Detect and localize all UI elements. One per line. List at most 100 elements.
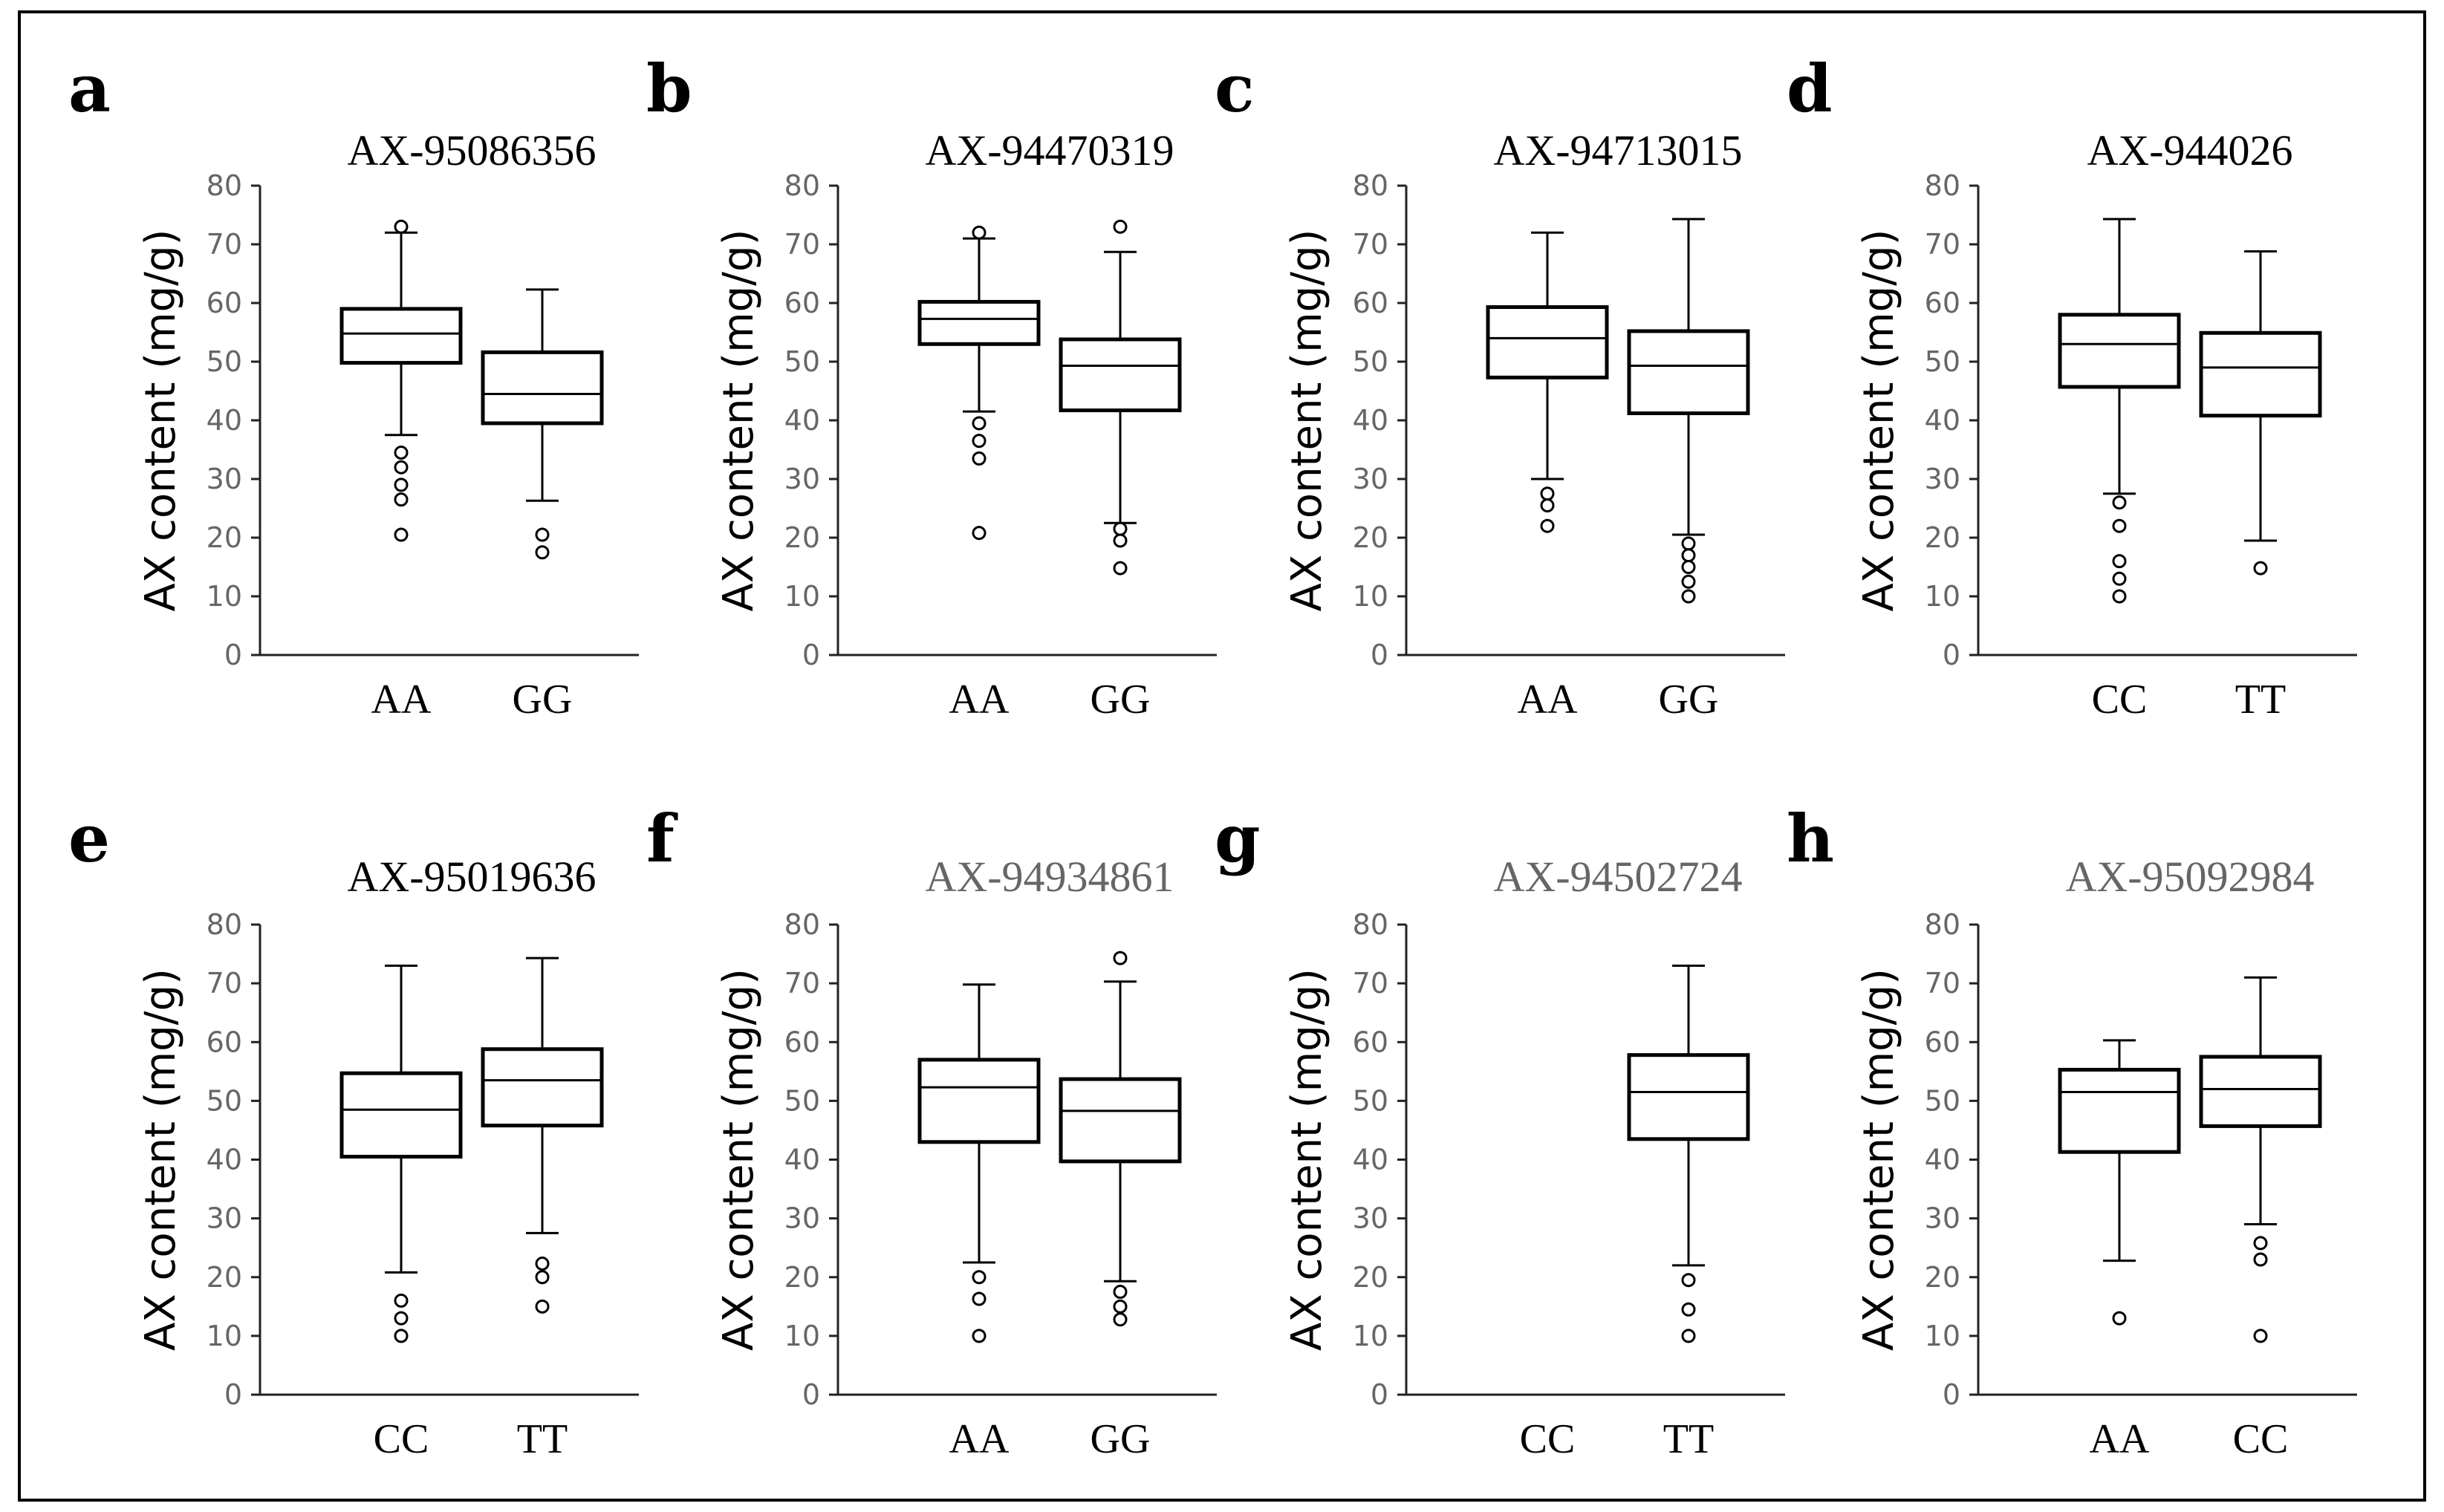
y-tick-label: 20 (784, 521, 820, 554)
y-tick-label: 40 (1353, 404, 1388, 437)
y-tick-label: 80 (1925, 169, 1960, 202)
chart-title: AX-95019636 (347, 853, 596, 901)
y-tick-label: 10 (1353, 580, 1388, 613)
x-tick-label: AA (1518, 677, 1578, 723)
box-iqr (339, 307, 463, 365)
panel-letter: a (68, 50, 111, 127)
outlier-point (2112, 554, 2127, 569)
chart-title: AX-94470319 (925, 126, 1174, 175)
x-tick-label: GG (1659, 677, 1719, 723)
y-tick-label: 30 (784, 1202, 820, 1235)
outlier-point (2253, 1236, 2268, 1251)
y-tick-label: 20 (207, 521, 242, 554)
y-tick-label: 50 (1353, 345, 1388, 378)
box-iqr (2199, 1055, 2322, 1128)
y-tick-label: 20 (1353, 1261, 1388, 1294)
box-iqr (2058, 1067, 2181, 1154)
y-tick-label: 0 (1371, 1378, 1388, 1411)
y-tick-label: 30 (1353, 463, 1388, 495)
y-tick-label: 80 (1353, 908, 1388, 941)
y-tick-label: 20 (1925, 1261, 1960, 1294)
y-tick-label: 40 (784, 404, 820, 437)
chart-title: AX-95092984 (2065, 853, 2314, 901)
y-tick-label: 50 (784, 1084, 820, 1117)
x-tick-label: TT (1663, 1416, 1714, 1462)
y-tick-label: 70 (207, 228, 242, 261)
x-tick-label: AA (949, 677, 1010, 723)
y-axis-label: AX content (mg/g) (1283, 229, 1331, 612)
y-tick-label: 60 (1353, 1026, 1388, 1058)
y-tick-label: 0 (1371, 639, 1388, 671)
chart-panel-c: c AX-94713015 AX content (mg/g) 0 10 20 30 40 50… (1215, 50, 1785, 723)
box-iqr (917, 1058, 1041, 1144)
x-tick-label: GG (1091, 1416, 1151, 1462)
outlier-point (2253, 1252, 2268, 1267)
outlier-point (394, 1293, 409, 1308)
outlier-point (972, 225, 987, 240)
y-tick-label: 40 (784, 1144, 820, 1176)
chart-panel-b: b AX-94470319 AX content (mg/g) 0 10 20 30 40 50… (646, 50, 1217, 723)
box-iqr (2058, 313, 2181, 389)
y-tick-label: 70 (1925, 228, 1960, 261)
outlier-point (1113, 1299, 1128, 1314)
y-tick-label: 70 (1353, 967, 1388, 1000)
outlier-point (1113, 1312, 1128, 1327)
chart-title: AX-95086356 (347, 126, 596, 175)
outlier-point (394, 445, 409, 460)
box-iqr (481, 1047, 604, 1128)
chart-panel-a: a AX-95086356 AX content (mg/g) 0 10 20 30 40 50… (68, 50, 639, 723)
x-tick-label: TT (2235, 677, 2286, 723)
x-tick-label: CC (2233, 1416, 2289, 1462)
chart-panel-g: g AX-94502724 AX content (mg/g) 0 10 20 30 40 50… (1215, 800, 1785, 1462)
outlier-point (1540, 518, 1555, 533)
chart-title: AX-94713015 (1493, 126, 1742, 175)
outlier-point (1113, 521, 1128, 536)
y-tick-label: 10 (207, 580, 242, 613)
chart-title: AX-94934861 (925, 853, 1174, 901)
x-tick-label: GG (1091, 677, 1151, 723)
outlier-point (535, 1299, 550, 1314)
y-tick-label: 50 (207, 1084, 242, 1117)
panel-letter: f (646, 800, 678, 877)
outlier-point (1113, 951, 1128, 965)
outlier-point (1681, 548, 1696, 563)
y-tick-label: 80 (1353, 169, 1388, 202)
outlier-point (1540, 486, 1555, 501)
panel-letter: e (68, 800, 110, 877)
outlier-point (2112, 518, 2127, 533)
outlier-point (1681, 1273, 1696, 1288)
y-tick-label: 80 (784, 908, 820, 941)
outlier-point (535, 527, 550, 542)
y-tick-label: 10 (784, 1320, 820, 1352)
outlier-point (394, 1311, 409, 1326)
outlier-point (1113, 219, 1128, 234)
x-tick-label: AA (2090, 1416, 2150, 1462)
y-tick-label: 70 (1925, 967, 1960, 1000)
outlier-point (972, 434, 987, 449)
y-tick-label: 40 (207, 1144, 242, 1176)
outlier-point (394, 219, 409, 234)
panel-letter: g (1215, 800, 1261, 877)
y-tick-label: 50 (1353, 1084, 1388, 1117)
outlier-point (1540, 498, 1555, 513)
figure-border (18, 10, 2426, 1502)
outlier-point (972, 416, 987, 431)
box-iqr (1059, 337, 1182, 413)
y-tick-label: 50 (1925, 345, 1960, 378)
y-tick-label: 10 (207, 1320, 242, 1352)
y-axis-label: AX content (mg/g) (1855, 229, 1903, 612)
outlier-point (2112, 1311, 2127, 1326)
panel-letter: c (1215, 50, 1255, 127)
outlier-point (1113, 533, 1128, 548)
y-tick-label: 80 (784, 169, 820, 202)
outlier-point (535, 1257, 550, 1271)
chart-panel-e: e AX-95019636 AX content (mg/g) 0 10 20 30 40 50… (68, 800, 639, 1462)
y-tick-label: 10 (1925, 580, 1960, 613)
chart-panel-h: h AX-95092984 AX content (mg/g) 0 10 20 30 40 50… (1787, 800, 2357, 1462)
y-tick-label: 80 (1925, 908, 1960, 941)
box-iqr (1059, 1077, 1182, 1164)
y-tick-label: 0 (224, 1378, 242, 1411)
chart-panel-f: f AX-94934861 AX content (mg/g) 0 10 20 30 40 50… (646, 800, 1217, 1462)
outlier-point (972, 451, 987, 466)
x-tick-label: AA (949, 1416, 1010, 1462)
